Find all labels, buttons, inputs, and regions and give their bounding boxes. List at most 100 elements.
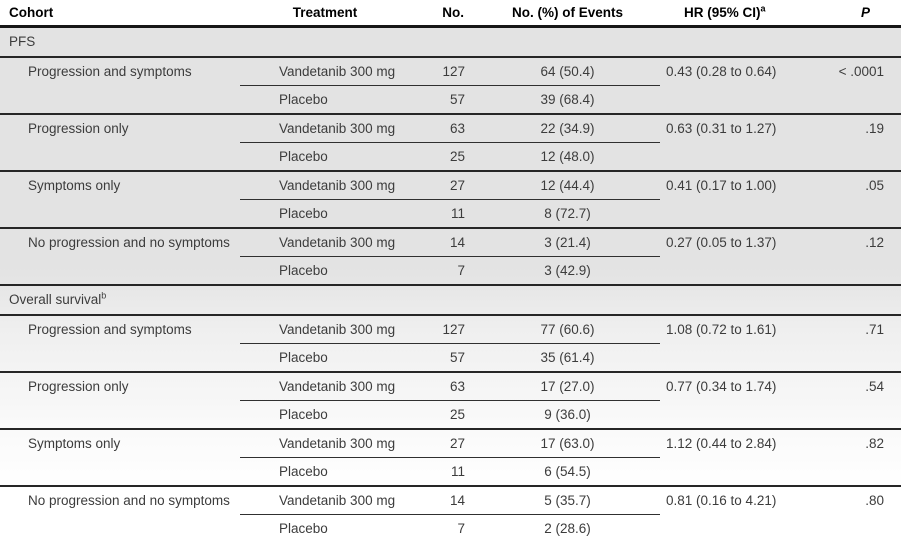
treatment-cell: Vandetanib 300 mg bbox=[240, 114, 410, 143]
p-value-cell: .54 bbox=[830, 372, 901, 429]
treatment-cell: Vandetanib 300 mg bbox=[240, 315, 410, 344]
p-value-cell: .71 bbox=[830, 315, 901, 372]
treatment-cell: Vandetanib 300 mg bbox=[240, 486, 410, 515]
treatment-cell: Placebo bbox=[240, 515, 410, 542]
header-label: HR (95% CI) bbox=[684, 5, 761, 20]
events-cell: 2 (28.6) bbox=[475, 515, 660, 542]
header-treatment: Treatment bbox=[240, 0, 410, 27]
header-cohort: Cohort bbox=[0, 0, 240, 27]
hr-cell: 1.12 (0.44 to 2.84) bbox=[660, 429, 830, 486]
section-label: PFS bbox=[9, 34, 35, 49]
n-cell: 27 bbox=[410, 171, 475, 200]
hr-cell: 0.77 (0.34 to 1.74) bbox=[660, 372, 830, 429]
n-cell: 27 bbox=[410, 429, 475, 458]
p-value-cell: .12 bbox=[830, 228, 901, 285]
events-cell: 3 (21.4) bbox=[475, 228, 660, 257]
events-cell: 17 (63.0) bbox=[475, 429, 660, 458]
hr-cell: 0.63 (0.31 to 1.27) bbox=[660, 114, 830, 171]
p-value-cell: .05 bbox=[830, 171, 901, 228]
n-cell: 7 bbox=[410, 257, 475, 286]
header-no: No. bbox=[410, 0, 475, 27]
events-cell: 12 (48.0) bbox=[475, 143, 660, 172]
p-value-cell: < .0001 bbox=[830, 57, 901, 114]
cohort-cell: Progression and symptoms bbox=[0, 57, 240, 114]
table-header: Cohort Treatment No. No. (%) of Events HR (9… bbox=[0, 0, 901, 27]
section-row: Overall survivalb bbox=[0, 285, 901, 315]
header-p: P bbox=[830, 0, 901, 27]
events-cell: 5 (35.7) bbox=[475, 486, 660, 515]
treatment-cell: Vandetanib 300 mg bbox=[240, 372, 410, 401]
n-cell: 7 bbox=[410, 515, 475, 542]
treatment-cell: Vandetanib 300 mg bbox=[240, 171, 410, 200]
cohort-cell: No progression and no symptoms bbox=[0, 228, 240, 285]
section-label-cell: Overall survivalb bbox=[0, 285, 901, 315]
treatment-cell: Vandetanib 300 mg bbox=[240, 429, 410, 458]
header-hr-95-ci: HR (95% CI)a bbox=[660, 0, 830, 27]
treatment-cell: Placebo bbox=[240, 401, 410, 430]
hr-cell: 1.08 (0.72 to 1.61) bbox=[660, 315, 830, 372]
n-cell: 57 bbox=[410, 86, 475, 115]
events-cell: 8 (72.7) bbox=[475, 200, 660, 229]
n-cell: 25 bbox=[410, 401, 475, 430]
header-label: No. (%) of Events bbox=[512, 5, 623, 20]
header-row: Cohort Treatment No. No. (%) of Events HR (9… bbox=[0, 0, 901, 27]
n-cell: 25 bbox=[410, 143, 475, 172]
n-cell: 57 bbox=[410, 344, 475, 373]
treatment-cell: Vandetanib 300 mg bbox=[240, 57, 410, 86]
section-label-cell: PFS bbox=[0, 27, 901, 58]
events-cell: 39 (68.4) bbox=[475, 86, 660, 115]
n-cell: 63 bbox=[410, 372, 475, 401]
events-cell: 9 (36.0) bbox=[475, 401, 660, 430]
events-cell: 77 (60.6) bbox=[475, 315, 660, 344]
n-cell: 14 bbox=[410, 228, 475, 257]
header-no-of-events: No. (%) of Events bbox=[475, 0, 660, 27]
section-row: PFS bbox=[0, 27, 901, 58]
treatment-cell: Placebo bbox=[240, 86, 410, 115]
section-label: Overall survival bbox=[9, 292, 101, 307]
hr-cell: 0.43 (0.28 to 0.64) bbox=[660, 57, 830, 114]
header-label: P bbox=[861, 5, 870, 20]
events-cell: 3 (42.9) bbox=[475, 257, 660, 286]
cohort-cell: Progression only bbox=[0, 372, 240, 429]
treatment-cell: Vandetanib 300 mg bbox=[240, 228, 410, 257]
treatment-cell: Placebo bbox=[240, 257, 410, 286]
cohort-cell: Progression and symptoms bbox=[0, 315, 240, 372]
treatment-cell: Placebo bbox=[240, 458, 410, 487]
n-cell: 63 bbox=[410, 114, 475, 143]
header-label: No. bbox=[442, 5, 464, 20]
treatment-cell: Placebo bbox=[240, 200, 410, 229]
p-value-cell: .80 bbox=[830, 486, 901, 542]
n-cell: 14 bbox=[410, 486, 475, 515]
hr-cell: 0.81 (0.16 to 4.21) bbox=[660, 486, 830, 542]
events-cell: 22 (34.9) bbox=[475, 114, 660, 143]
p-value-cell: .82 bbox=[830, 429, 901, 486]
footnote-marker: a bbox=[761, 4, 766, 14]
p-value-cell: .19 bbox=[830, 114, 901, 171]
cohort-cell: Progression only bbox=[0, 114, 240, 171]
events-cell: 64 (50.4) bbox=[475, 57, 660, 86]
cohort-cell: Symptoms only bbox=[0, 429, 240, 486]
events-cell: 12 (44.4) bbox=[475, 171, 660, 200]
events-cell: 35 (61.4) bbox=[475, 344, 660, 373]
n-cell: 11 bbox=[410, 458, 475, 487]
events-cell: 17 (27.0) bbox=[475, 372, 660, 401]
header-label: Treatment bbox=[293, 5, 358, 20]
hr-cell: 0.27 (0.05 to 1.37) bbox=[660, 228, 830, 285]
header-label: Cohort bbox=[9, 5, 53, 20]
footnote-marker: b bbox=[101, 291, 106, 301]
n-cell: 11 bbox=[410, 200, 475, 229]
events-cell: 6 (54.5) bbox=[475, 458, 660, 487]
hr-cell: 0.41 (0.17 to 1.00) bbox=[660, 171, 830, 228]
n-cell: 127 bbox=[410, 315, 475, 344]
n-cell: 127 bbox=[410, 57, 475, 86]
cohort-cell: No progression and no symptoms bbox=[0, 486, 240, 542]
